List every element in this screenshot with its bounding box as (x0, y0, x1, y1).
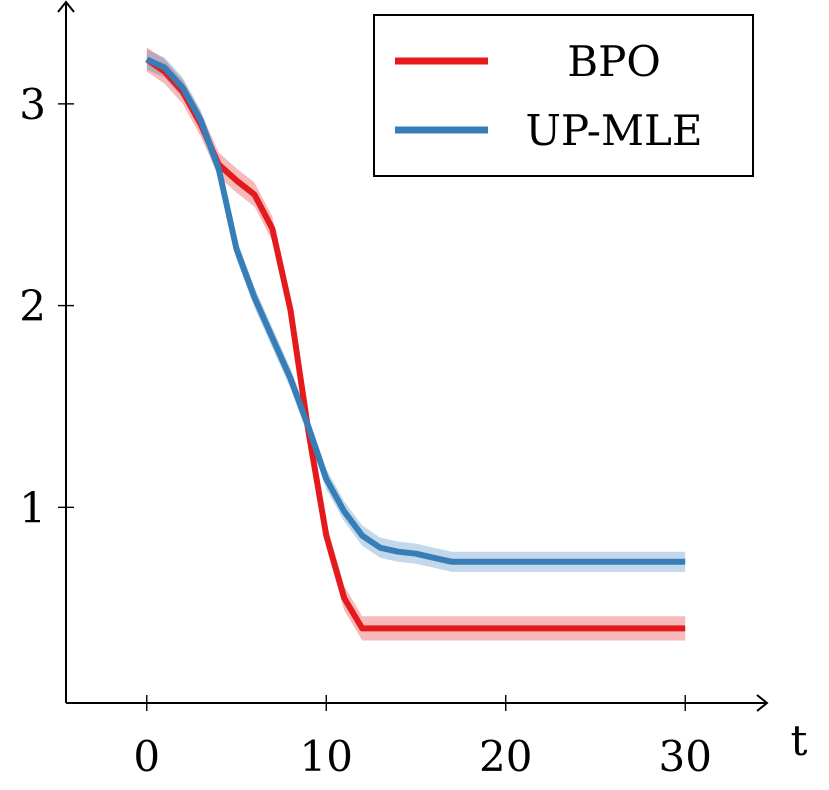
x-axis-label: t (791, 716, 808, 765)
legend: BPO UP-MLE (373, 14, 754, 177)
series-lines (145, 56, 686, 632)
legend-label-bpo: BPO (567, 37, 661, 86)
axis-ticks: 0 10 20 30 1 2 3 (19, 80, 712, 781)
y-tick-label: 1 (19, 483, 46, 532)
y-tick-label: 2 (19, 282, 46, 331)
x-tick-label: 20 (479, 732, 532, 781)
series-line-up-mle (145, 56, 686, 565)
x-axis-arrowhead (756, 694, 769, 712)
x-tick-label: 0 (133, 732, 160, 781)
y-axis-arrowhead (57, 0, 75, 13)
y-tick-label: 3 (19, 80, 46, 129)
series-line-bpo (145, 57, 686, 632)
legend-label-up-mle: UP-MLE (525, 106, 702, 155)
x-tick-label: 10 (300, 732, 353, 781)
legend-box (373, 14, 754, 177)
x-tick-label: 30 (659, 732, 712, 781)
